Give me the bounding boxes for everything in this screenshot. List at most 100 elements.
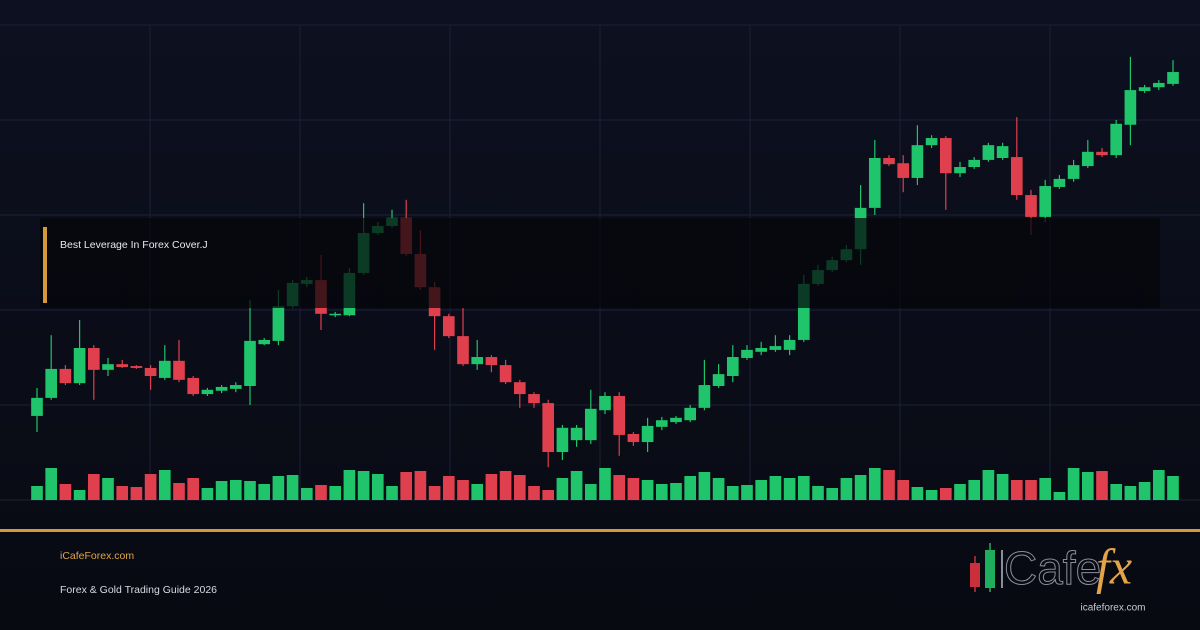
candle-body bbox=[215, 386, 228, 391]
candle-body bbox=[258, 339, 271, 345]
candle-body bbox=[897, 163, 910, 178]
candle-body bbox=[542, 403, 555, 453]
candle-body bbox=[755, 348, 768, 352]
volume-bar bbox=[868, 468, 881, 500]
candle-body bbox=[187, 377, 200, 395]
candle-body bbox=[982, 145, 995, 160]
caption-box bbox=[40, 218, 1160, 308]
candle-body bbox=[1053, 178, 1066, 187]
volume-bar bbox=[826, 488, 839, 500]
candle-body bbox=[59, 368, 72, 384]
volume-bar bbox=[1096, 471, 1108, 500]
candle-body bbox=[911, 145, 924, 178]
volume-bar bbox=[570, 471, 583, 500]
volume-bar bbox=[258, 484, 271, 500]
volume-bar bbox=[670, 483, 682, 500]
candle-body bbox=[684, 407, 697, 421]
volume-bar bbox=[627, 478, 640, 500]
candle-body bbox=[457, 336, 469, 365]
volume-bar bbox=[173, 483, 185, 500]
volume-bar bbox=[471, 484, 484, 500]
volume-bar bbox=[73, 490, 86, 500]
candle-body bbox=[45, 368, 58, 398]
volume-bar bbox=[457, 480, 469, 500]
volume-bar bbox=[87, 474, 100, 500]
candle-body bbox=[939, 138, 952, 174]
candle-body bbox=[1067, 165, 1080, 179]
candle-body bbox=[868, 158, 881, 208]
candle-body bbox=[613, 395, 626, 435]
volume-bar bbox=[130, 487, 143, 500]
volume-bar bbox=[584, 484, 597, 500]
volume-bar bbox=[215, 481, 228, 500]
candle-body bbox=[87, 348, 100, 370]
candle-body bbox=[102, 364, 114, 370]
volume-bar bbox=[726, 486, 739, 500]
volume-bar bbox=[485, 474, 498, 500]
volume-bar bbox=[31, 486, 43, 500]
volume-bar bbox=[244, 481, 256, 500]
volume-bar bbox=[812, 486, 824, 500]
volume-bar bbox=[1010, 480, 1023, 500]
volume-bar bbox=[116, 486, 129, 500]
volume-bar bbox=[1025, 480, 1037, 500]
volume-bar bbox=[883, 470, 895, 500]
candle-body bbox=[201, 389, 214, 395]
volume-bar bbox=[613, 475, 626, 500]
candle-body bbox=[627, 433, 640, 443]
candle-body bbox=[1138, 87, 1151, 92]
candle-body bbox=[1167, 72, 1179, 84]
candle-body bbox=[485, 357, 498, 366]
candle-body bbox=[272, 306, 285, 341]
volume-bar bbox=[783, 478, 796, 500]
candle-body bbox=[513, 382, 526, 395]
volume-bar bbox=[655, 484, 668, 500]
volume-bar bbox=[1039, 478, 1052, 500]
candle-body bbox=[783, 339, 796, 350]
volume-bar bbox=[954, 484, 966, 500]
volume-bar bbox=[528, 486, 540, 500]
candle-body bbox=[1096, 151, 1108, 156]
candle-body bbox=[769, 346, 782, 350]
candle-body bbox=[883, 158, 895, 165]
candle-body bbox=[144, 367, 157, 377]
candle-body bbox=[641, 425, 654, 443]
volume-bar bbox=[854, 475, 867, 500]
volume-bar bbox=[542, 490, 555, 500]
candle-body bbox=[1039, 186, 1052, 217]
candle-body bbox=[1010, 157, 1023, 196]
candle-body bbox=[797, 283, 810, 340]
candle-body bbox=[712, 374, 725, 386]
volume-bar bbox=[712, 478, 725, 500]
volume-bar bbox=[428, 486, 441, 500]
volume-bar bbox=[769, 476, 782, 500]
volume-bar bbox=[499, 471, 512, 500]
volume-bar bbox=[840, 478, 853, 500]
logo-accent: fx bbox=[1096, 538, 1132, 594]
candle-body bbox=[31, 397, 43, 416]
volume-bar bbox=[641, 480, 654, 500]
candle-body bbox=[73, 348, 86, 384]
volume-bar bbox=[897, 480, 910, 500]
candle-body bbox=[996, 146, 1009, 158]
candle-body bbox=[954, 167, 966, 174]
volume-bar bbox=[59, 484, 72, 500]
candle-body bbox=[499, 365, 512, 383]
candle-body bbox=[1110, 123, 1123, 156]
volume-bar bbox=[599, 468, 611, 500]
divider bbox=[0, 529, 1200, 532]
volume-bar bbox=[201, 488, 214, 500]
candle-body bbox=[158, 360, 171, 378]
candle-body bbox=[570, 427, 583, 441]
volume-bar bbox=[300, 488, 313, 500]
candle-body bbox=[244, 340, 256, 386]
volume-bar bbox=[982, 470, 995, 500]
candle-body bbox=[741, 349, 753, 358]
volume-bar bbox=[741, 485, 753, 500]
candle-body bbox=[726, 357, 739, 377]
logo: Cafe fx icafeforex.com bbox=[970, 538, 1146, 614]
candle-body bbox=[968, 159, 981, 168]
candle-body bbox=[584, 408, 597, 441]
volume-bar bbox=[272, 476, 285, 500]
